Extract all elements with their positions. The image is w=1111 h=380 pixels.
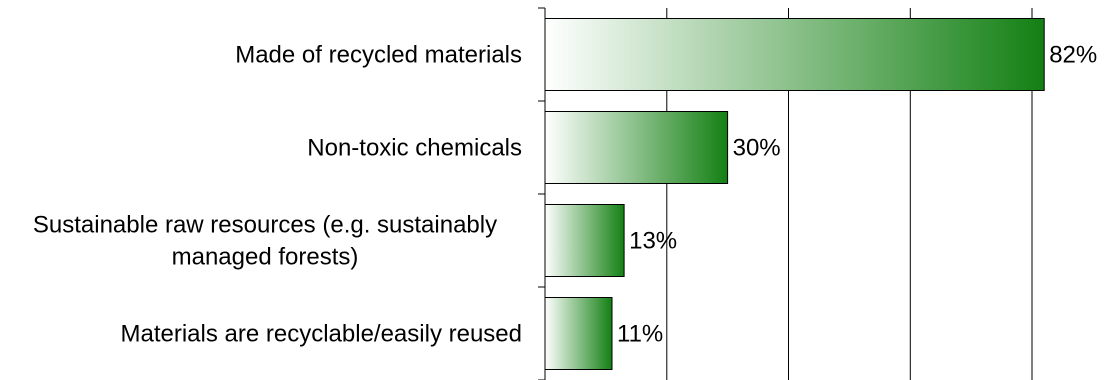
data-label: 82% — [1049, 42, 1097, 69]
bar — [544, 18, 1045, 91]
data-label: 11% — [617, 321, 663, 348]
category-label: Sustainable raw resources (e.g. sustaina… — [33, 212, 497, 271]
category-label: Materials are recyclable/easily reused — [120, 321, 522, 348]
category-axis — [538, 7, 546, 380]
bars — [544, 18, 1045, 370]
bar — [544, 297, 613, 370]
data-label: 13% — [629, 228, 677, 255]
bar — [544, 111, 729, 184]
data-label: 30% — [733, 135, 781, 162]
bar — [544, 204, 625, 277]
category-label: Made of recycled materials — [235, 42, 522, 69]
labels: 82% Made of recycled materials 30% Non-toxi… — [33, 42, 1097, 348]
category-label: Non-toxic chemicals — [307, 135, 522, 162]
